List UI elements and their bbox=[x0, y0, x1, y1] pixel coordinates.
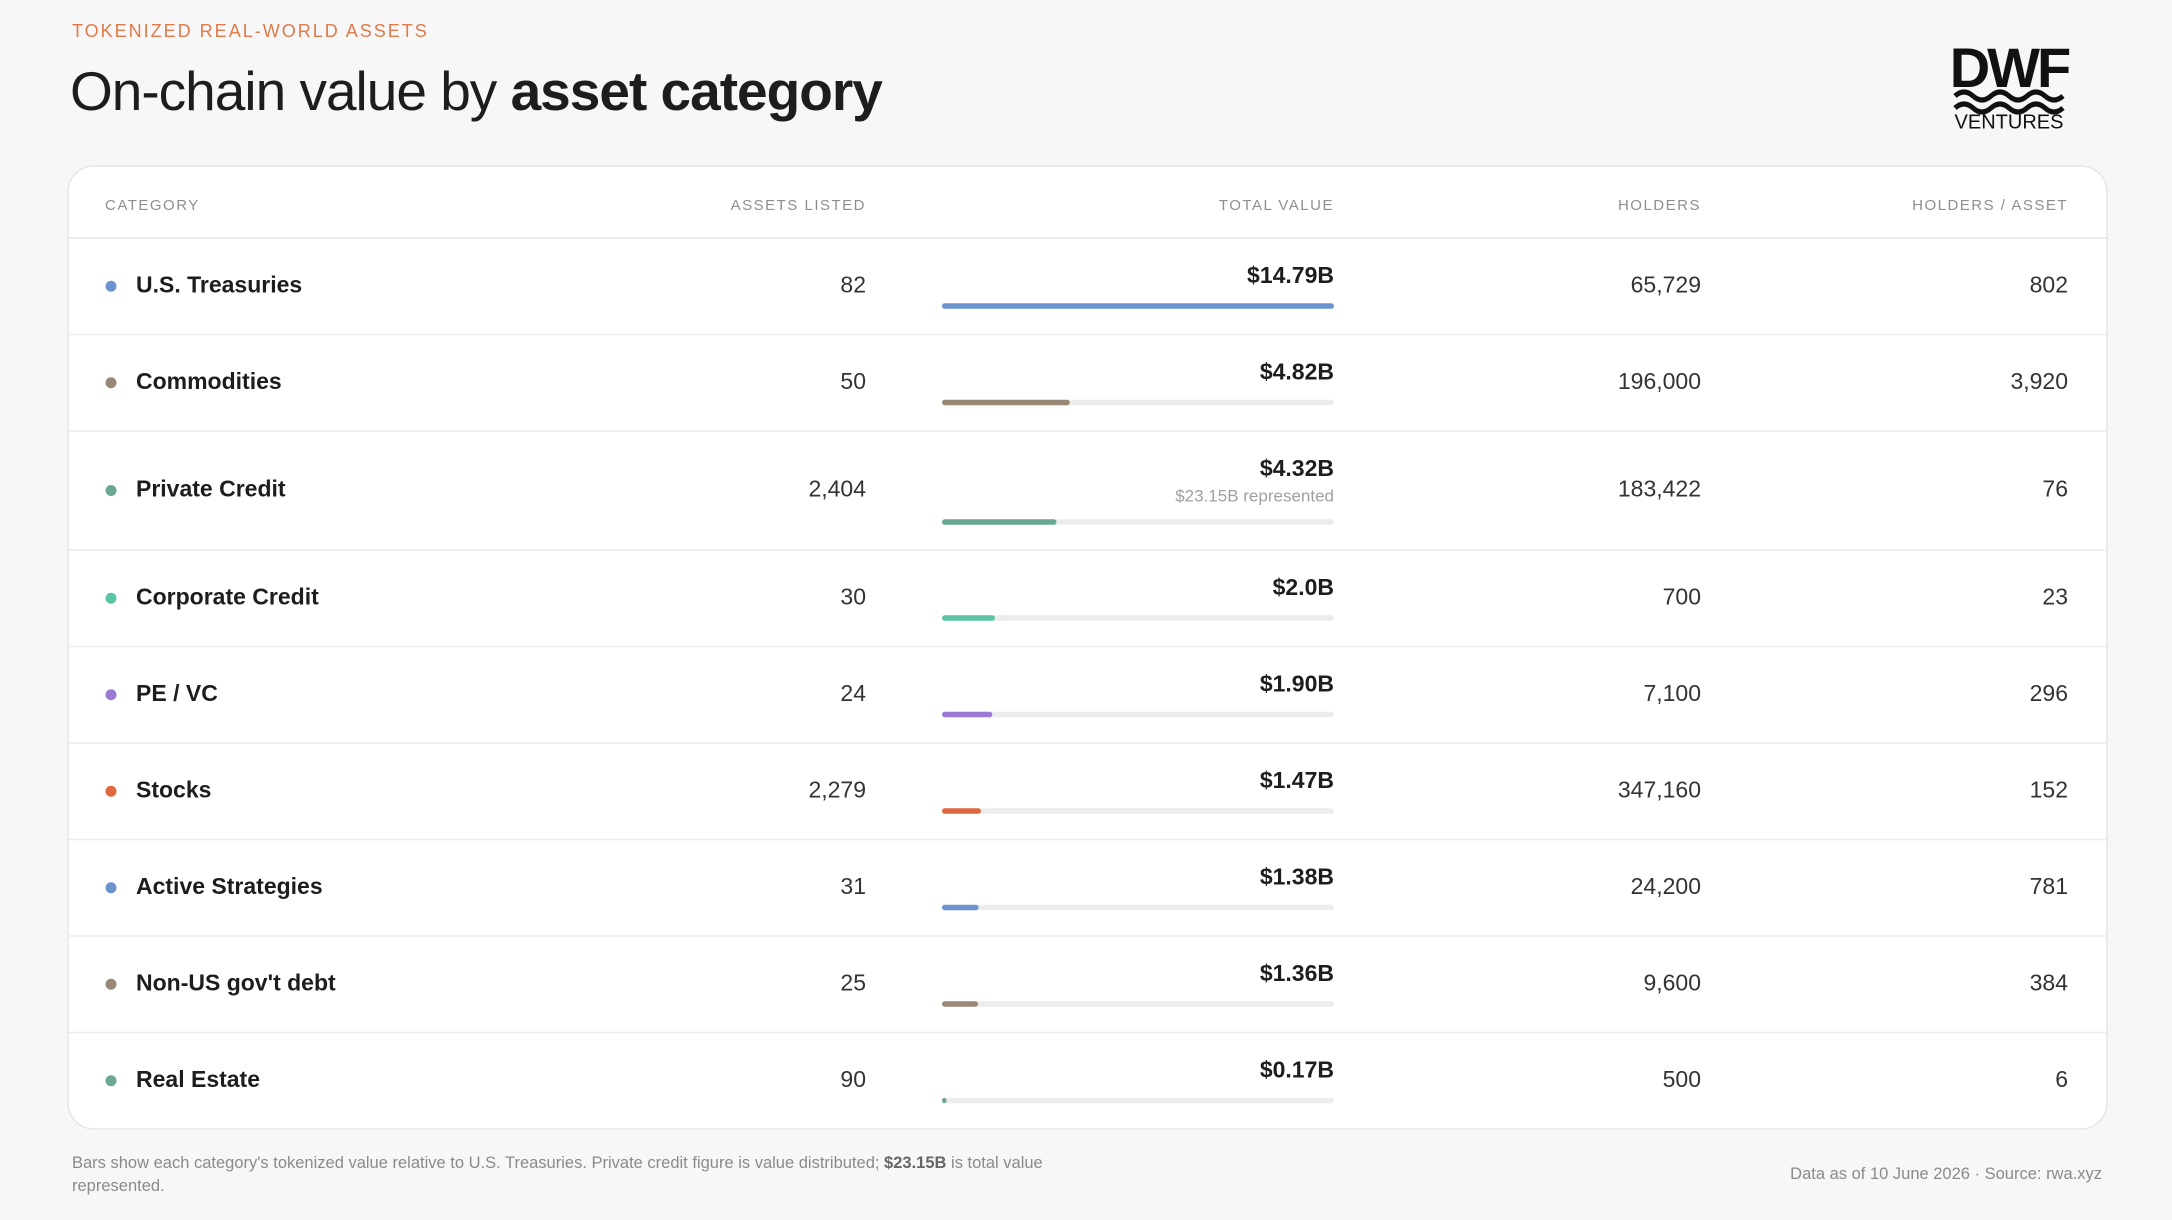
total-value: $1.47B bbox=[1260, 767, 1334, 793]
value-bar bbox=[942, 399, 1070, 406]
holders: 196,000 bbox=[1618, 368, 1701, 394]
title-bold: asset category bbox=[511, 60, 884, 122]
assets-listed: 30 bbox=[840, 583, 866, 609]
assets-listed: 50 bbox=[840, 368, 866, 394]
category-name: PE / VC bbox=[136, 680, 218, 706]
value-bar bbox=[942, 303, 1334, 309]
total-value: $14.79B bbox=[1247, 262, 1334, 288]
category-name: Corporate Credit bbox=[136, 583, 319, 609]
holders: 183,422 bbox=[1618, 476, 1701, 502]
value-bar bbox=[942, 904, 979, 911]
footnote-text: Bars show each category's tokenized valu… bbox=[72, 1154, 885, 1172]
value-bar bbox=[942, 1097, 947, 1104]
rows: CATEGORY ASSETS LISTED TOTAL VALUE HOLDERS H… bbox=[68, 197, 2107, 1104]
column-header: ASSETS LISTED bbox=[731, 197, 866, 214]
category-dot bbox=[105, 785, 117, 797]
column-header: CATEGORY bbox=[105, 197, 200, 214]
category-dot bbox=[105, 592, 117, 604]
total-value: $1.90B bbox=[1260, 671, 1334, 697]
logo-wave bbox=[1953, 101, 2065, 115]
total-value: $1.38B bbox=[1260, 864, 1334, 890]
total-value: $0.17B bbox=[1260, 1057, 1334, 1083]
category-name: Stocks bbox=[136, 776, 211, 802]
assets-listed: 82 bbox=[840, 271, 866, 297]
holders: 7,100 bbox=[1643, 680, 1701, 706]
column-header: HOLDERS / ASSET bbox=[1912, 197, 2068, 214]
footnote-bold: $23.15B bbox=[884, 1154, 947, 1172]
bar-track bbox=[942, 711, 1334, 718]
category-dot bbox=[105, 689, 117, 701]
logo: DWF VENTURES bbox=[1950, 36, 2073, 133]
holders-per-asset: 3,920 bbox=[2010, 368, 2068, 394]
category-dot bbox=[105, 485, 117, 496]
holders: 700 bbox=[1663, 583, 1701, 609]
category-dot bbox=[105, 978, 117, 990]
bar-track bbox=[942, 904, 1334, 911]
holders-per-asset: 23 bbox=[2042, 583, 2068, 609]
total-value: $4.82B bbox=[1260, 359, 1334, 385]
holders-per-asset: 781 bbox=[2030, 873, 2068, 899]
footnote-text: is total value represented. bbox=[72, 1154, 1043, 1195]
value-bar bbox=[942, 808, 981, 814]
holders-per-asset: 384 bbox=[2030, 969, 2069, 995]
logo-name: DWF bbox=[1950, 36, 2070, 99]
category-name: Commodities bbox=[136, 368, 282, 394]
logo-wave bbox=[1953, 89, 2065, 103]
column-header: TOTAL VALUE bbox=[1219, 197, 1334, 214]
total-value: $1.36B bbox=[1260, 960, 1334, 986]
holders: 24,200 bbox=[1631, 873, 1701, 899]
total-value: $4.32B bbox=[1260, 455, 1334, 481]
category-dot bbox=[105, 882, 117, 894]
holders: 347,160 bbox=[1618, 776, 1701, 802]
bar-track bbox=[942, 1097, 1334, 1104]
assets-listed: 2,279 bbox=[808, 776, 866, 802]
category-name: Real Estate bbox=[136, 1066, 260, 1092]
bar-track bbox=[942, 615, 1334, 621]
logo-sub: VENTURES bbox=[1955, 111, 2064, 133]
column-header: HOLDERS bbox=[1618, 197, 1701, 214]
assets-listed: 90 bbox=[840, 1066, 866, 1092]
title: On-chain value by asset category bbox=[70, 60, 883, 122]
bar-track bbox=[942, 1001, 1334, 1007]
kicker: TOKENIZED REAL-WORLD ASSETS bbox=[72, 21, 429, 41]
bar-track bbox=[942, 808, 1334, 814]
holders-per-asset: 296 bbox=[2030, 680, 2068, 706]
category-name: Non-US gov't debt bbox=[136, 969, 336, 995]
value-bar bbox=[942, 711, 993, 718]
holders: 65,729 bbox=[1631, 271, 1701, 297]
holders-per-asset: 152 bbox=[2030, 776, 2068, 802]
category-name: Private Credit bbox=[136, 476, 286, 502]
category-dot bbox=[105, 377, 117, 389]
assets-listed: 31 bbox=[840, 873, 866, 899]
value-bar bbox=[942, 615, 996, 621]
assets-listed: 2,404 bbox=[808, 476, 866, 502]
assets-listed: 24 bbox=[840, 680, 866, 706]
total-value: $2.0B bbox=[1273, 574, 1334, 600]
source: Data as of 10 June 2026 · Source: rwa.xy… bbox=[1790, 1165, 2102, 1183]
value-note: $23.15B represented bbox=[1175, 486, 1334, 505]
title-regular: On-chain value by bbox=[70, 60, 511, 122]
footnote: Bars show each category's tokenized valu… bbox=[72, 1152, 1072, 1198]
category-dot bbox=[105, 1075, 117, 1087]
holders-per-asset: 76 bbox=[2042, 476, 2068, 502]
assets-listed: 25 bbox=[840, 969, 866, 995]
category-name: Active Strategies bbox=[136, 873, 323, 899]
holders: 9,600 bbox=[1643, 969, 1701, 995]
category-name: U.S. Treasuries bbox=[136, 271, 302, 297]
value-bar bbox=[942, 519, 1057, 525]
table-card bbox=[67, 165, 2108, 1130]
category-dot bbox=[105, 280, 117, 292]
holders: 500 bbox=[1663, 1066, 1701, 1092]
value-bar bbox=[942, 1001, 979, 1007]
holders-per-asset: 802 bbox=[2030, 271, 2068, 297]
holders-per-asset: 6 bbox=[2055, 1066, 2068, 1092]
